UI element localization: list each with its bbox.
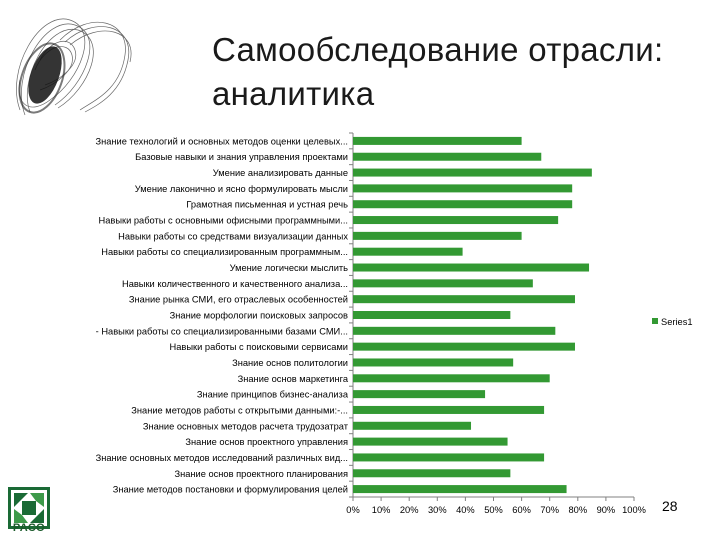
category-label: Навыки количественного и качественного а… <box>122 279 348 289</box>
category-label: Знание технологий и основных методов оце… <box>95 136 348 146</box>
category-label: Знание рынка СМИ, его отраслевых особенн… <box>129 295 348 305</box>
bar <box>353 374 550 383</box>
bar <box>353 469 511 478</box>
category-label: Навыки работы со средствами визуализации… <box>118 231 348 241</box>
bar <box>353 295 575 304</box>
x-tick-label: 40% <box>456 505 475 515</box>
category-label: Умение логически мыслить <box>230 263 349 273</box>
bar <box>353 200 573 209</box>
bar <box>353 390 486 399</box>
x-tick-label: 100% <box>622 505 646 515</box>
logo-text: РАСО <box>12 522 46 534</box>
x-tick-label: 20% <box>400 505 419 515</box>
x-tick-label: 50% <box>484 505 503 515</box>
bar <box>353 326 556 335</box>
category-label: Умение анализировать данные <box>213 168 348 178</box>
bar <box>353 263 590 272</box>
category-label: Навыки работы со специализированным прог… <box>101 247 348 257</box>
slide-title-line-2: аналитика <box>212 75 375 112</box>
category-label: Знание методов работы с открытыми данным… <box>131 405 348 415</box>
bar <box>353 358 514 367</box>
category-label: Знание основных методов расчета трудозат… <box>143 421 349 431</box>
x-tick-label: 90% <box>597 505 616 515</box>
bar <box>353 485 567 494</box>
slide-title: Самообследование отрасли: аналитика <box>212 28 692 116</box>
category-label: Навыки работы с поисковыми сервисами <box>170 342 348 352</box>
category-label: Грамотная письменная и устная речь <box>186 200 348 210</box>
x-tick-label: 70% <box>540 505 559 515</box>
category-label: - Навыки работы со специализированными б… <box>96 326 348 336</box>
bar <box>353 405 545 414</box>
category-label: Знание основ политологии <box>232 358 348 368</box>
x-tick-label: 60% <box>512 505 531 515</box>
x-tick-label: 80% <box>568 505 587 515</box>
bar <box>353 453 545 462</box>
bar <box>353 247 463 256</box>
bar <box>353 231 522 240</box>
category-label: Знание основных методов исследований раз… <box>96 453 348 463</box>
category-label: Навыки работы с основными офисными прогр… <box>99 216 348 226</box>
bar <box>353 216 559 225</box>
x-tick-label: 30% <box>428 505 447 515</box>
bar <box>353 184 573 193</box>
bar <box>353 311 511 319</box>
bar <box>353 279 533 288</box>
category-label: Знание основ маркетинга <box>238 374 349 384</box>
legend-swatch <box>652 318 658 324</box>
raso-logo-icon <box>8 487 50 529</box>
category-label: Знание основ проектного управления <box>185 437 348 447</box>
bar <box>353 437 508 446</box>
category-label: Знание основ проектного планирования <box>174 469 348 479</box>
bar <box>353 421 472 430</box>
category-label: Базовые навыки и знания управления проек… <box>135 152 348 162</box>
category-label: Умение лаконично и ясно формулировать мы… <box>135 184 348 194</box>
legend-label: Series1 <box>661 317 693 327</box>
category-label: Знание морфологии поисковых запросов <box>170 311 348 321</box>
bar <box>353 342 575 351</box>
category-label: Знание принципов бизнес-анализа <box>197 390 349 400</box>
slide-title-line-1: Самообследование отрасли: <box>212 31 664 68</box>
x-tick-label: 10% <box>372 505 391 515</box>
decorative-swirl-graphic <box>16 18 132 116</box>
bar <box>353 152 542 161</box>
bar <box>353 168 592 177</box>
x-tick-label: 0% <box>346 505 359 515</box>
page-number: 28 <box>662 498 678 514</box>
bar <box>353 136 522 145</box>
category-label: Знание методов постановки и формулирован… <box>113 485 348 495</box>
